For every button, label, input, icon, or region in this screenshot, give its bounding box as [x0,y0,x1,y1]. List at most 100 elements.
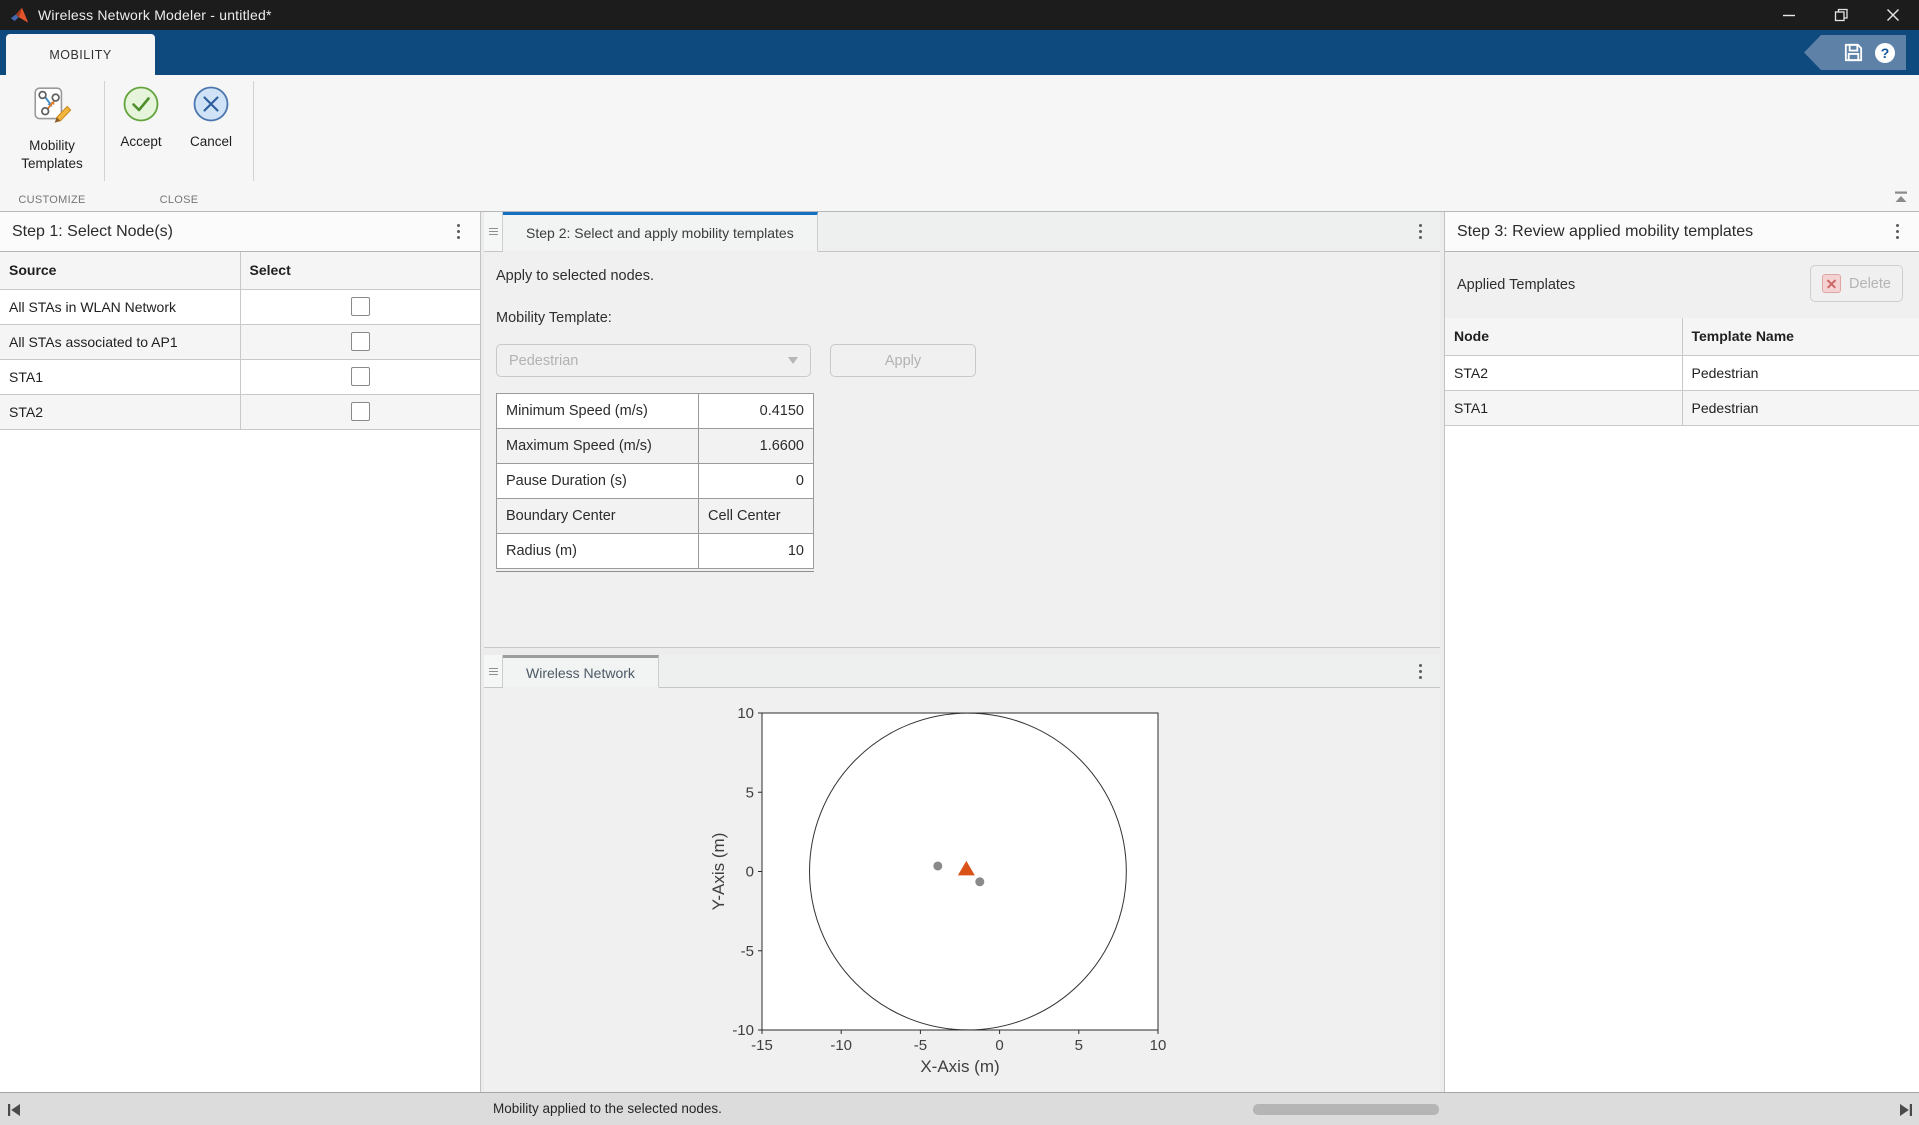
help-button[interactable]: ? [1874,42,1896,64]
y-tick-label: -5 [741,943,754,960]
save-button[interactable] [1842,41,1865,64]
status-bar: Mobility applied to the selected nodes. [0,1092,1919,1125]
select-checkbox[interactable] [351,297,370,316]
cancel-label: Cancel [182,133,240,151]
table-row[interactable]: All STAs in WLAN Network [0,289,480,324]
accept-icon [122,85,160,128]
panel-step1-select-nodes: Step 1: Select Node(s) Source Select All… [0,212,481,1092]
table-row[interactable]: All STAs associated to AP1 [0,324,480,359]
network-menu-kebab-icon[interactable] [1410,660,1430,682]
parameter-value[interactable]: 0.4150 [699,394,814,429]
restore-button[interactable] [1815,0,1867,30]
parameter-name: Maximum Speed (m/s) [497,429,699,464]
step2-tab-strip: Step 2: Select and apply mobility templa… [484,212,1440,252]
cancel-icon [192,85,230,128]
step1-header: Step 1: Select Node(s) [0,212,480,252]
step3-header: Step 3: Review applied mobility template… [1445,212,1919,252]
collapse-ribbon-button[interactable] [1891,189,1911,205]
y-tick-label: 5 [746,784,754,801]
toolbar-separator [253,81,254,181]
parameter-value[interactable]: 1.6600 [699,429,814,464]
x-tick-label: 5 [1075,1037,1083,1054]
table-row[interactable]: STA1Pedestrian [1445,390,1919,425]
source-cell: All STAs in WLAN Network [0,289,240,324]
accept-label: Accept [112,133,170,151]
parameter-row: Radius (m)10 [497,534,814,569]
tab-mobility[interactable]: MOBILITY [6,34,155,75]
skip-back-icon[interactable] [6,1102,22,1117]
select-cell [240,324,480,359]
parameter-name: Boundary Center [497,499,699,534]
x-tick-label: 10 [1150,1037,1167,1054]
parameter-name: Minimum Speed (m/s) [497,394,699,429]
parameter-row: Boundary CenterCell Center [497,499,814,534]
parameter-name: Radius (m) [497,534,699,569]
customize-section-label: CUSTOMIZE [0,194,104,206]
mobility-templates-label: Mobility Templates [10,137,94,172]
close-window-button[interactable] [1867,0,1919,30]
panel-step2-mobility-templates: Step 2: Select and apply mobility templa… [484,212,1440,648]
title-bar: Wireless Network Modeler - untitled* [0,0,1919,30]
accept-button[interactable]: Accept [112,85,170,151]
source-cell: STA1 [0,359,240,394]
window-title: Wireless Network Modeler - untitled* [38,7,272,23]
select-checkbox[interactable] [351,367,370,386]
tab-wireless-network[interactable]: Wireless Network [503,655,659,688]
parameter-value[interactable]: Cell Center [699,499,814,534]
axes-box [762,713,1158,1030]
drag-grip-icon[interactable] [484,212,503,251]
sta-node-marker [933,861,942,870]
panel-step3-review-templates: Step 3: Review applied mobility template… [1444,212,1919,1092]
x-tick-label: -5 [914,1037,927,1054]
select-cell [240,289,480,324]
apply-instruction-text: Apply to selected nodes. [496,268,654,284]
select-checkbox[interactable] [351,332,370,351]
node-cell: STA2 [1445,355,1682,390]
chevron-down-icon [788,357,798,364]
ribbon-tab-strip: MOBILITY ? [0,30,1919,75]
step1-title: Step 1: Select Node(s) [12,223,173,241]
delete-button[interactable]: Delete [1810,265,1903,302]
customize-group: Mobility Templates CUSTOMIZE [0,75,104,211]
step1-menu-kebab-icon[interactable] [448,221,468,243]
close-section-label: CLOSE [105,194,253,206]
table-row[interactable]: STA2Pedestrian [1445,355,1919,390]
x-axis-label: X-Axis (m) [920,1057,999,1076]
step3-menu-kebab-icon[interactable] [1887,221,1907,243]
template-name-cell: Pedestrian [1682,355,1919,390]
delete-x-icon [1822,274,1841,293]
drag-grip-icon[interactable] [484,655,503,687]
table-row[interactable]: STA1 [0,359,480,394]
select-checkbox[interactable] [351,402,370,421]
tab-step2[interactable]: Step 2: Select and apply mobility templa… [503,212,818,252]
x-tick-label: -15 [751,1037,773,1054]
ribbon-toolbar: Mobility Templates CUSTOMIZE Accept Canc… [0,75,1919,212]
node-source-table: Source Select All STAs in WLAN NetworkAl… [0,252,480,430]
parameter-value[interactable]: 0 [699,464,814,499]
cancel-button[interactable]: Cancel [182,85,240,151]
source-column-header: Source [0,252,240,289]
step3-title: Step 3: Review applied mobility template… [1457,223,1753,241]
step1-table-body: All STAs in WLAN NetworkAll STAs associa… [0,289,480,429]
mobility-template-dropdown[interactable]: Pedestrian [496,344,811,377]
close-group: Accept Cancel CLOSE [105,75,253,211]
parameter-row: Minimum Speed (m/s)0.4150 [497,394,814,429]
parameter-value[interactable]: 10 [699,534,814,569]
parameter-row: Maximum Speed (m/s)1.6600 [497,429,814,464]
skip-forward-icon[interactable] [1897,1102,1913,1117]
x-tick-label: -10 [830,1037,852,1054]
mobility-templates-button[interactable]: Mobility Templates [10,85,94,172]
table-row[interactable]: STA2 [0,394,480,429]
step2-content: Apply to selected nodes. Mobility Templa… [484,252,1440,647]
y-tick-label: 10 [737,705,754,722]
quick-access-bar: ? [1804,35,1906,70]
apply-button[interactable]: Apply [830,344,976,377]
step2-menu-kebab-icon[interactable] [1410,221,1430,243]
minimize-button[interactable] [1763,0,1815,30]
source-cell: STA2 [0,394,240,429]
template-name-cell: Pedestrian [1682,390,1919,425]
select-cell [240,394,480,429]
parameter-name: Pause Duration (s) [497,464,699,499]
horizontal-scrollbar-thumb[interactable] [1253,1104,1439,1115]
template-name-column-header: Template Name [1682,318,1919,355]
